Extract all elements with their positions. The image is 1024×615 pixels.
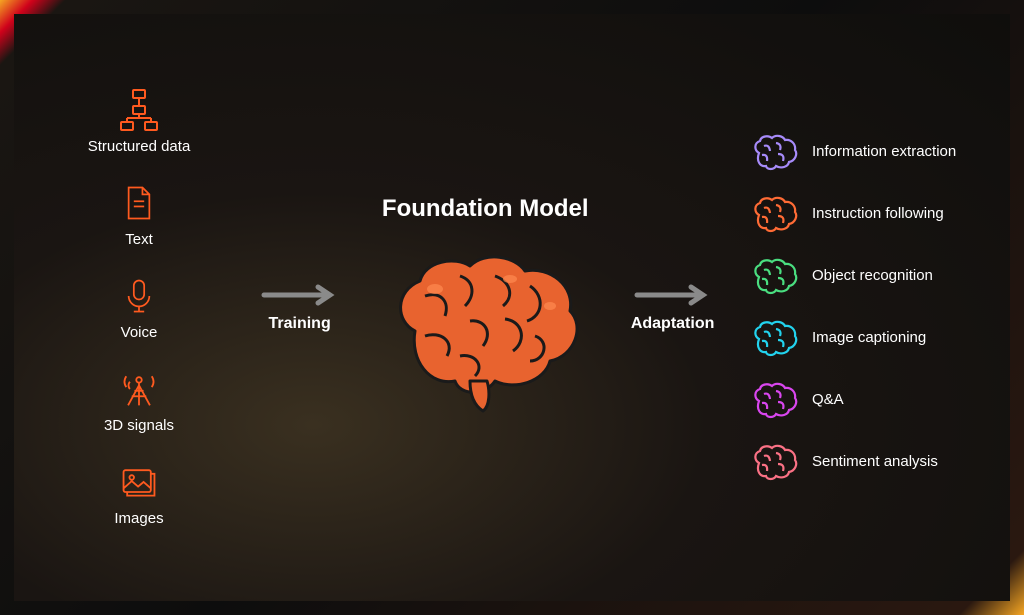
brain-outline-icon <box>750 319 798 359</box>
input-label: Structured data <box>88 138 191 155</box>
output-label: Sentiment analysis <box>812 453 938 472</box>
output-label: Information extraction <box>812 143 956 162</box>
output-qa: Q&A <box>750 381 970 421</box>
center-column: Foundation Model <box>375 195 595 421</box>
brain-illustration <box>375 241 595 421</box>
document-icon <box>117 181 161 225</box>
foundation-model-title: Foundation Model <box>382 195 589 223</box>
output-object-recognition: Object recognition <box>750 257 970 297</box>
input-voice: Voice <box>54 274 224 341</box>
brain-outline-icon <box>750 257 798 297</box>
flowchart-icon <box>117 88 161 132</box>
output-info-extraction: Information extraction <box>750 133 970 173</box>
microphone-icon <box>117 274 161 318</box>
input-structured-data: Structured data <box>54 88 224 155</box>
input-label: 3D signals <box>104 417 174 434</box>
output-instruction-follow: Instruction following <box>750 195 970 235</box>
brain-outline-icon <box>750 381 798 421</box>
output-label: Object recognition <box>812 267 933 286</box>
output-image-captioning: Image captioning <box>750 319 970 359</box>
inputs-column: Structured data Text <box>54 88 224 527</box>
output-label: Instruction following <box>812 205 944 224</box>
input-label: Text <box>125 231 153 248</box>
arrow-right-icon <box>260 283 340 307</box>
training-label: Training <box>268 315 330 333</box>
brain-outline-icon <box>750 195 798 235</box>
arrow-right-icon <box>633 283 713 307</box>
input-images: Images <box>54 460 224 527</box>
output-label: Q&A <box>812 391 844 410</box>
output-sentiment: Sentiment analysis <box>750 443 970 483</box>
antenna-icon <box>117 367 161 411</box>
picture-icon <box>117 460 161 504</box>
output-label: Image captioning <box>812 329 926 348</box>
outputs-column: Information extraction Instruction follo… <box>750 133 970 483</box>
training-flow: Training <box>260 283 340 333</box>
input-label: Voice <box>121 324 158 341</box>
input-label: Images <box>114 510 163 527</box>
adaptation-flow: Adaptation <box>631 283 715 333</box>
diagram-layout: Structured data Text <box>54 44 970 571</box>
input-3d-signals: 3D signals <box>54 367 224 434</box>
diagram-canvas: Structured data Text <box>14 14 1010 601</box>
adaptation-label: Adaptation <box>631 315 715 333</box>
brain-outline-icon <box>750 443 798 483</box>
input-text: Text <box>54 181 224 248</box>
brain-outline-icon <box>750 133 798 173</box>
